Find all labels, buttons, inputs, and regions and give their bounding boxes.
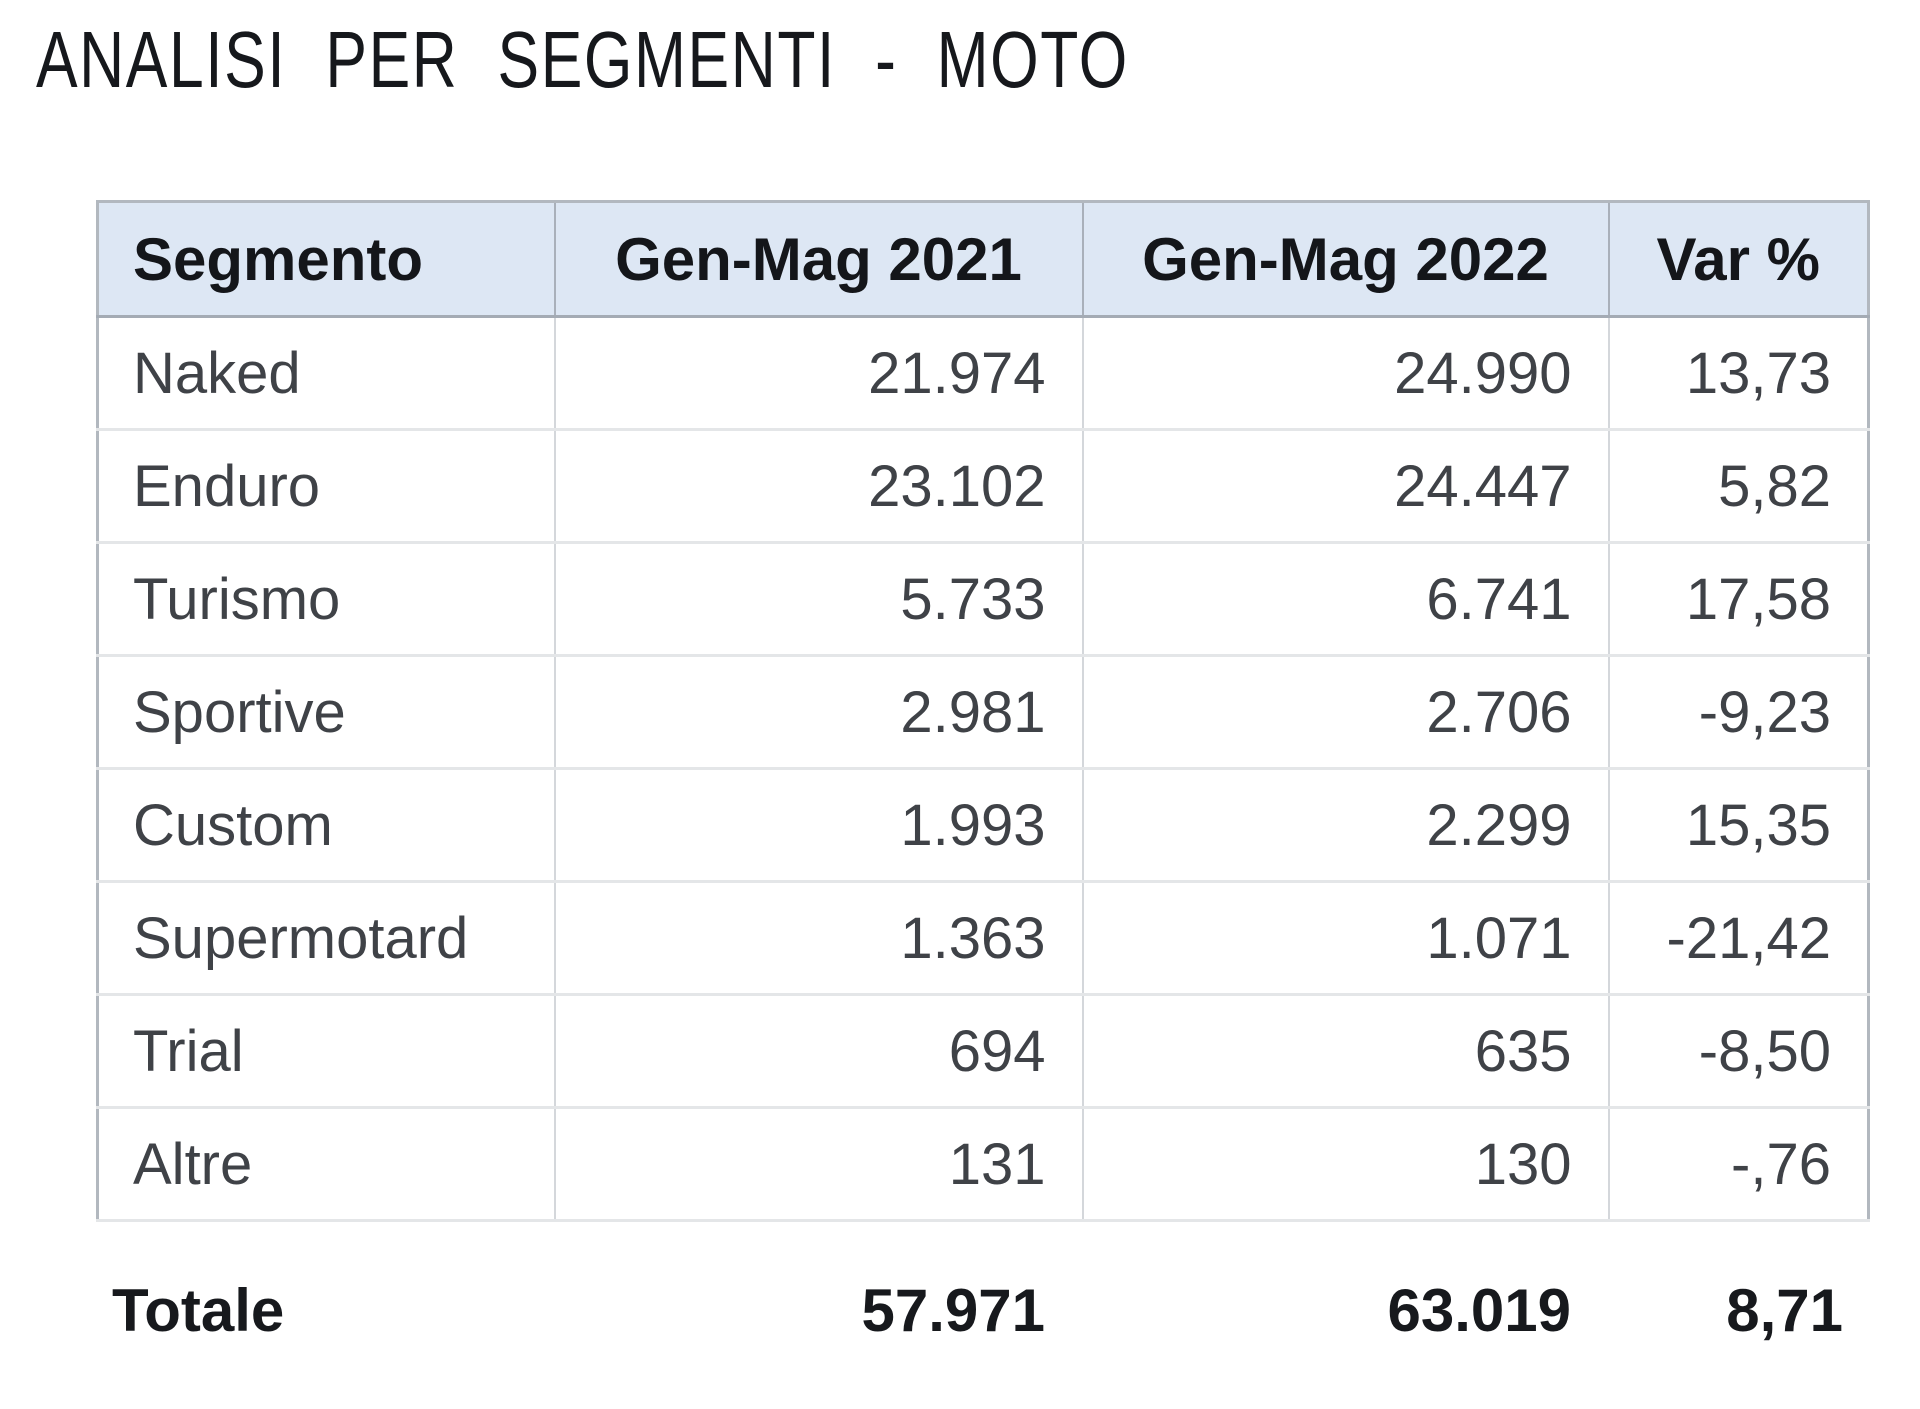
value-2021-cell: 1.363: [553, 880, 1084, 996]
total-row: Totale 57.971 63.019 8,71: [96, 1262, 1867, 1358]
page-title: ANALISI PER SEGMENTI - MOTO: [36, 15, 1129, 104]
col-header-segmento: Segmento: [96, 200, 556, 318]
value-2021-cell: 5.733: [553, 541, 1084, 657]
var-pct-cell: -,76: [1607, 1106, 1870, 1222]
value-2021-cell: 2.981: [553, 654, 1084, 770]
header-row: Segmento Gen-Mag 2021 Gen-Mag 2022 Var %: [96, 200, 1870, 318]
table-row: Naked 21.974 24.990 13,73: [96, 315, 1870, 431]
value-2022-cell: 24.447: [1081, 428, 1610, 544]
value-2021-cell: 23.102: [553, 428, 1084, 544]
value-2022-cell: 24.990: [1081, 315, 1610, 431]
col-header-gen-mag-2022: Gen-Mag 2022: [1081, 200, 1610, 318]
value-2021-cell: 131: [553, 1106, 1084, 1222]
var-pct-cell: 5,82: [1607, 428, 1870, 544]
total-gen-mag-2021: 57.971: [861, 1276, 1045, 1344]
total-gen-mag-2022: 63.019: [1387, 1276, 1571, 1344]
segment-cell: Turismo: [96, 541, 556, 657]
value-2022-cell: 2.299: [1081, 767, 1610, 883]
value-2022-cell: 6.741: [1081, 541, 1610, 657]
var-pct-cell: 15,35: [1607, 767, 1870, 883]
value-2022-cell: 1.071: [1081, 880, 1610, 996]
total-label: Totale: [112, 1276, 285, 1344]
table-row: Altre 131 130 -,76: [96, 1106, 1870, 1222]
table-row: Sportive 2.981 2.706 -9,23: [96, 654, 1870, 770]
segment-cell: Sportive: [96, 654, 556, 770]
segment-cell: Trial: [96, 993, 556, 1109]
table-row: Enduro 23.102 24.447 5,82: [96, 428, 1870, 544]
table-row: Supermotard 1.363 1.071 -21,42: [96, 880, 1870, 996]
col-header-gen-mag-2021: Gen-Mag 2021: [553, 200, 1084, 318]
value-2021-cell: 21.974: [553, 315, 1084, 431]
segments-table: Segmento Gen-Mag 2021 Gen-Mag 2022 Var %…: [96, 200, 1870, 1222]
segment-cell: Naked: [96, 315, 556, 431]
col-header-var-pct: Var %: [1607, 200, 1870, 318]
value-2022-cell: 2.706: [1081, 654, 1610, 770]
var-pct-cell: 17,58: [1607, 541, 1870, 657]
table-row: Turismo 5.733 6.741 17,58: [96, 541, 1870, 657]
segment-cell: Supermotard: [96, 880, 556, 996]
value-2021-cell: 1.993: [553, 767, 1084, 883]
segment-cell: Enduro: [96, 428, 556, 544]
value-2022-cell: 130: [1081, 1106, 1610, 1222]
var-pct-cell: -9,23: [1607, 654, 1870, 770]
table-row: Custom 1.993 2.299 15,35: [96, 767, 1870, 883]
var-pct-cell: -8,50: [1607, 993, 1870, 1109]
total-var-pct: 8,71: [1726, 1276, 1843, 1344]
var-pct-cell: 13,73: [1607, 315, 1870, 431]
segment-cell: Altre: [96, 1106, 556, 1222]
var-pct-cell: -21,42: [1607, 880, 1870, 996]
segment-cell: Custom: [96, 767, 556, 883]
value-2022-cell: 635: [1081, 993, 1610, 1109]
table-row: Trial 694 635 -8,50: [96, 993, 1870, 1109]
value-2021-cell: 694: [553, 993, 1084, 1109]
